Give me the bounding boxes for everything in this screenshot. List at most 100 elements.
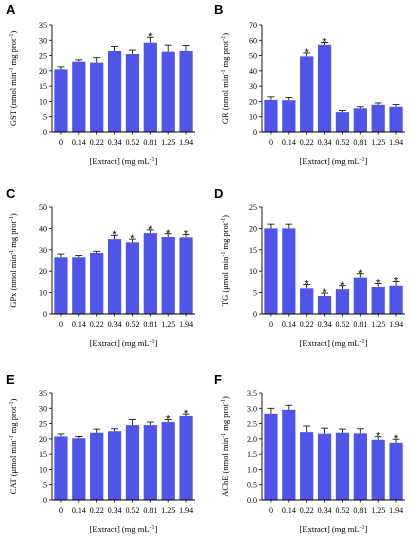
y-axis-label-sup: -1 — [221, 70, 227, 75]
y-tick-label: 0 — [43, 310, 47, 319]
y-tick-label: 1.5 — [247, 450, 257, 459]
y-tick-label: 50 — [39, 203, 47, 212]
x-axis-label-sup: -1 — [360, 525, 365, 531]
y-tick-label: 20 — [39, 267, 47, 276]
y-axis-label-sup: -1 — [221, 252, 227, 257]
bar — [179, 237, 193, 314]
bar — [282, 228, 296, 314]
bar — [161, 51, 175, 133]
y-axis-label-main: TG (μmol min — [220, 256, 230, 306]
x-axis-label-sup: -1 — [360, 157, 365, 163]
x-axis-label: [Extract] (mg mL-1] — [300, 156, 368, 166]
significance-star: * — [184, 229, 189, 241]
panel-d: D 0 0.14 * 0.22 * 0.34 * 0.52 * 0.81 * 1.25 * 1.94 0 5 10… — [214, 186, 405, 348]
x-axis-label: [Extract] (mg mL-1] — [90, 156, 158, 166]
panel-c: C 0 0.14 0.22 * 0.34 * 0.52 * 0.81 * 1.25 * 1.94 0 10 20… — [6, 186, 195, 348]
bar — [143, 425, 157, 500]
x-tick-label: 0 — [269, 320, 273, 329]
y-tick-label: 20 — [39, 67, 47, 76]
y-tick-label: 20 — [249, 224, 257, 233]
x-axis-label-sup: -1 — [150, 157, 155, 163]
x-tick-label: 0.34 — [108, 138, 122, 147]
y-axis-label-end: ) — [220, 396, 230, 399]
bar — [72, 438, 86, 500]
y-axis-label-sup: -1 — [221, 218, 227, 223]
y-axis-label-sup: -1 — [9, 435, 15, 440]
y-tick-label: 5 — [43, 113, 47, 122]
y-axis-label: AChE (nmol min-1 mg prot-1) — [220, 396, 230, 497]
bar — [389, 285, 403, 314]
x-tick-label: 0.52 — [335, 320, 349, 329]
bar — [143, 42, 157, 132]
y-axis-label-end: ) — [220, 33, 230, 36]
x-axis-label-end: ] — [155, 338, 158, 348]
y-axis-label-mid: mg prot — [220, 222, 230, 251]
y-axis-label-end: ) — [220, 215, 230, 218]
bar — [125, 242, 140, 314]
x-tick-label: 0.81 — [353, 320, 367, 329]
significance-star: * — [376, 278, 381, 290]
x-tick-label: 1.94 — [389, 320, 403, 329]
x-tick-label: 0.34 — [318, 506, 332, 515]
bar — [179, 50, 193, 132]
bar — [335, 112, 350, 132]
y-tick-label: 50 — [249, 52, 257, 61]
y-tick-label: 25 — [39, 420, 47, 429]
x-axis-label-end: ] — [365, 156, 368, 166]
y-axis-label-mid: mg prot — [8, 38, 18, 67]
y-axis-label-sup: -1 — [221, 433, 227, 438]
x-tick-label: 0.81 — [353, 506, 367, 515]
bar — [107, 239, 122, 314]
x-axis-label-end: ] — [365, 338, 368, 348]
bar — [161, 422, 175, 500]
x-axis-label-sup: -1 — [150, 525, 155, 531]
x-tick-label: 0.22 — [300, 138, 314, 147]
y-tick-label: 10 — [39, 289, 47, 298]
x-tick-label: 0.81 — [143, 506, 157, 515]
x-tick-label: 0.14 — [282, 320, 296, 329]
x-tick-label: 0.14 — [72, 138, 86, 147]
y-axis-label: TG (μmol min-1 mg prot-1) — [220, 215, 230, 306]
bar — [161, 236, 175, 314]
x-axis-label-main: [Extract] (mg mL — [300, 524, 360, 534]
x-tick-label: 0.22 — [90, 506, 104, 515]
significance-star: * — [376, 431, 381, 443]
bar — [371, 287, 385, 314]
x-tick-label: 0.22 — [90, 320, 104, 329]
y-tick-label: 5 — [253, 289, 257, 298]
x-tick-label: 0.34 — [318, 138, 332, 147]
bar — [371, 439, 385, 500]
y-tick-label: 35 — [39, 389, 47, 398]
x-tick-label: 0.52 — [125, 506, 139, 515]
bar — [317, 433, 332, 500]
x-tick-label: 0.22 — [300, 506, 314, 515]
y-tick-label: 15 — [39, 450, 47, 459]
panel-e: E 0 0.14 0.22 0.34 0.52 0.81 * 1.25 * 1.94 0 5 10 15 20… — [6, 372, 195, 534]
bar — [317, 296, 332, 314]
x-tick-label: 0 — [269, 138, 273, 147]
x-axis-label: [Extract] (mg mL-1] — [300, 338, 368, 348]
x-axis-label-sup: -1 — [150, 339, 155, 345]
x-tick-label: 0.81 — [143, 320, 157, 329]
y-tick-label: 2.5 — [247, 420, 257, 429]
bar — [54, 436, 68, 500]
y-axis-label-main: GPx (nmol min — [8, 254, 18, 308]
significance-star: * — [184, 408, 189, 420]
bar — [72, 257, 86, 314]
significance-star: * — [148, 224, 153, 236]
y-axis-label: GR (nmol min-1 mg prot-1) — [220, 33, 230, 124]
y-tick-label: 30 — [39, 36, 47, 45]
y-axis-label: CAT (μmol min-1 mg prot-1) — [8, 399, 18, 495]
x-tick-label: 0.14 — [282, 506, 296, 515]
panel-letter: C — [6, 186, 16, 201]
x-tick-label: 0.34 — [108, 506, 122, 515]
bar — [107, 431, 122, 500]
y-tick-label: 0 — [43, 128, 47, 137]
x-tick-label: 1.94 — [179, 320, 193, 329]
bar — [353, 277, 367, 314]
x-tick-label: 0.22 — [90, 138, 104, 147]
x-tick-label: 0.52 — [335, 138, 349, 147]
y-axis-label-sup: -1 — [9, 402, 15, 407]
x-tick-label: 0 — [59, 506, 63, 515]
y-tick-label: 0.0 — [247, 496, 257, 505]
